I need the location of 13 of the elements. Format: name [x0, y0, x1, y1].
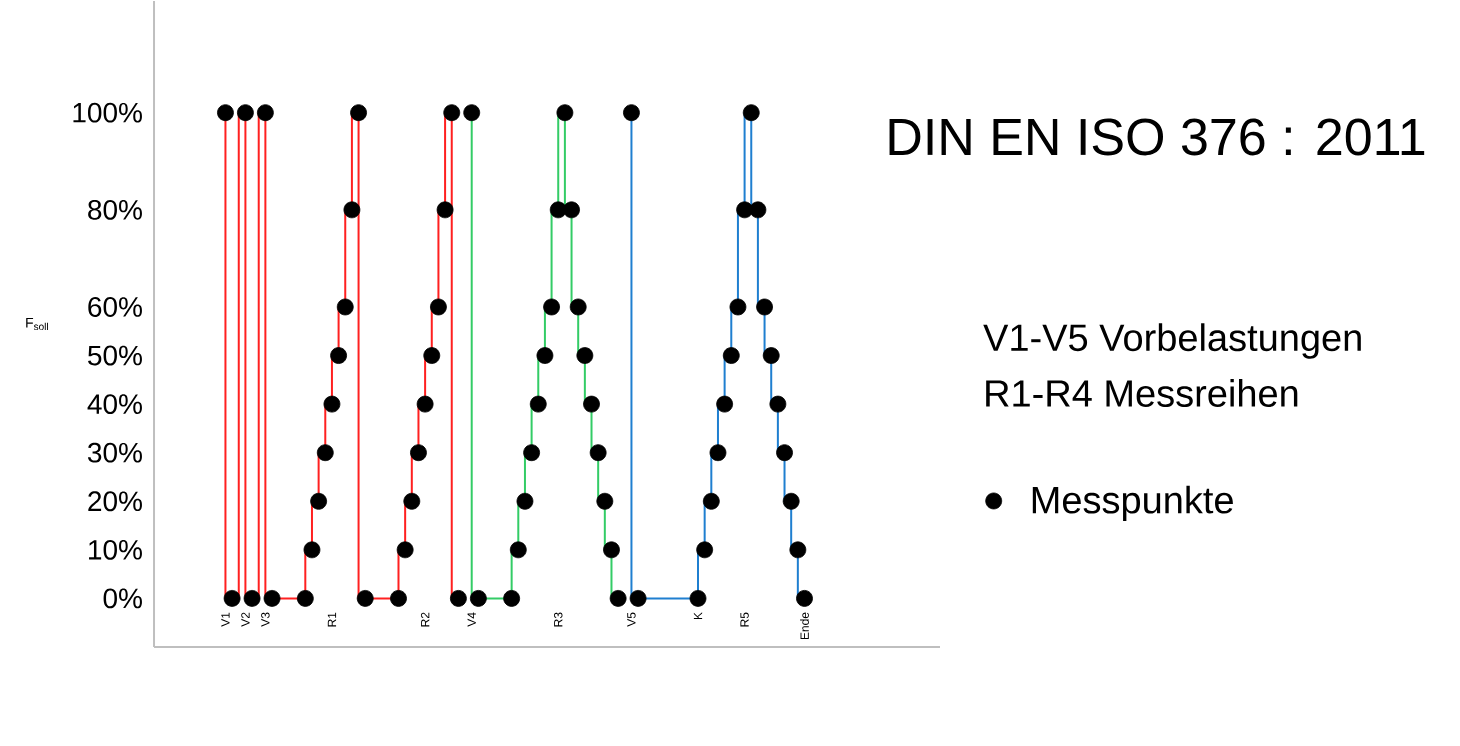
- y-tick-label: 10%: [89, 539, 142, 560]
- y-tick-label: 60%: [88, 296, 142, 317]
- y-tick-label: 80%: [88, 199, 142, 220]
- y-tick-label: 50%: [88, 345, 142, 365]
- text: V1-V5 Vorbelastungen: [983, 322, 1361, 359]
- text: DIN EN ISO 376 : 2011: [889, 118, 1425, 155]
- y-tick-label: 100%: [73, 102, 142, 123]
- y-tick-label: 20%: [88, 490, 142, 511]
- text: R1-R4 Messreihen: [986, 378, 1298, 407]
- y-tick-label: 40%: [87, 393, 142, 414]
- legend-label: Messpunkte: [1032, 485, 1233, 521]
- y-tick-label: 30%: [87, 442, 142, 463]
- y-tick-label: 0%: [103, 588, 142, 608]
